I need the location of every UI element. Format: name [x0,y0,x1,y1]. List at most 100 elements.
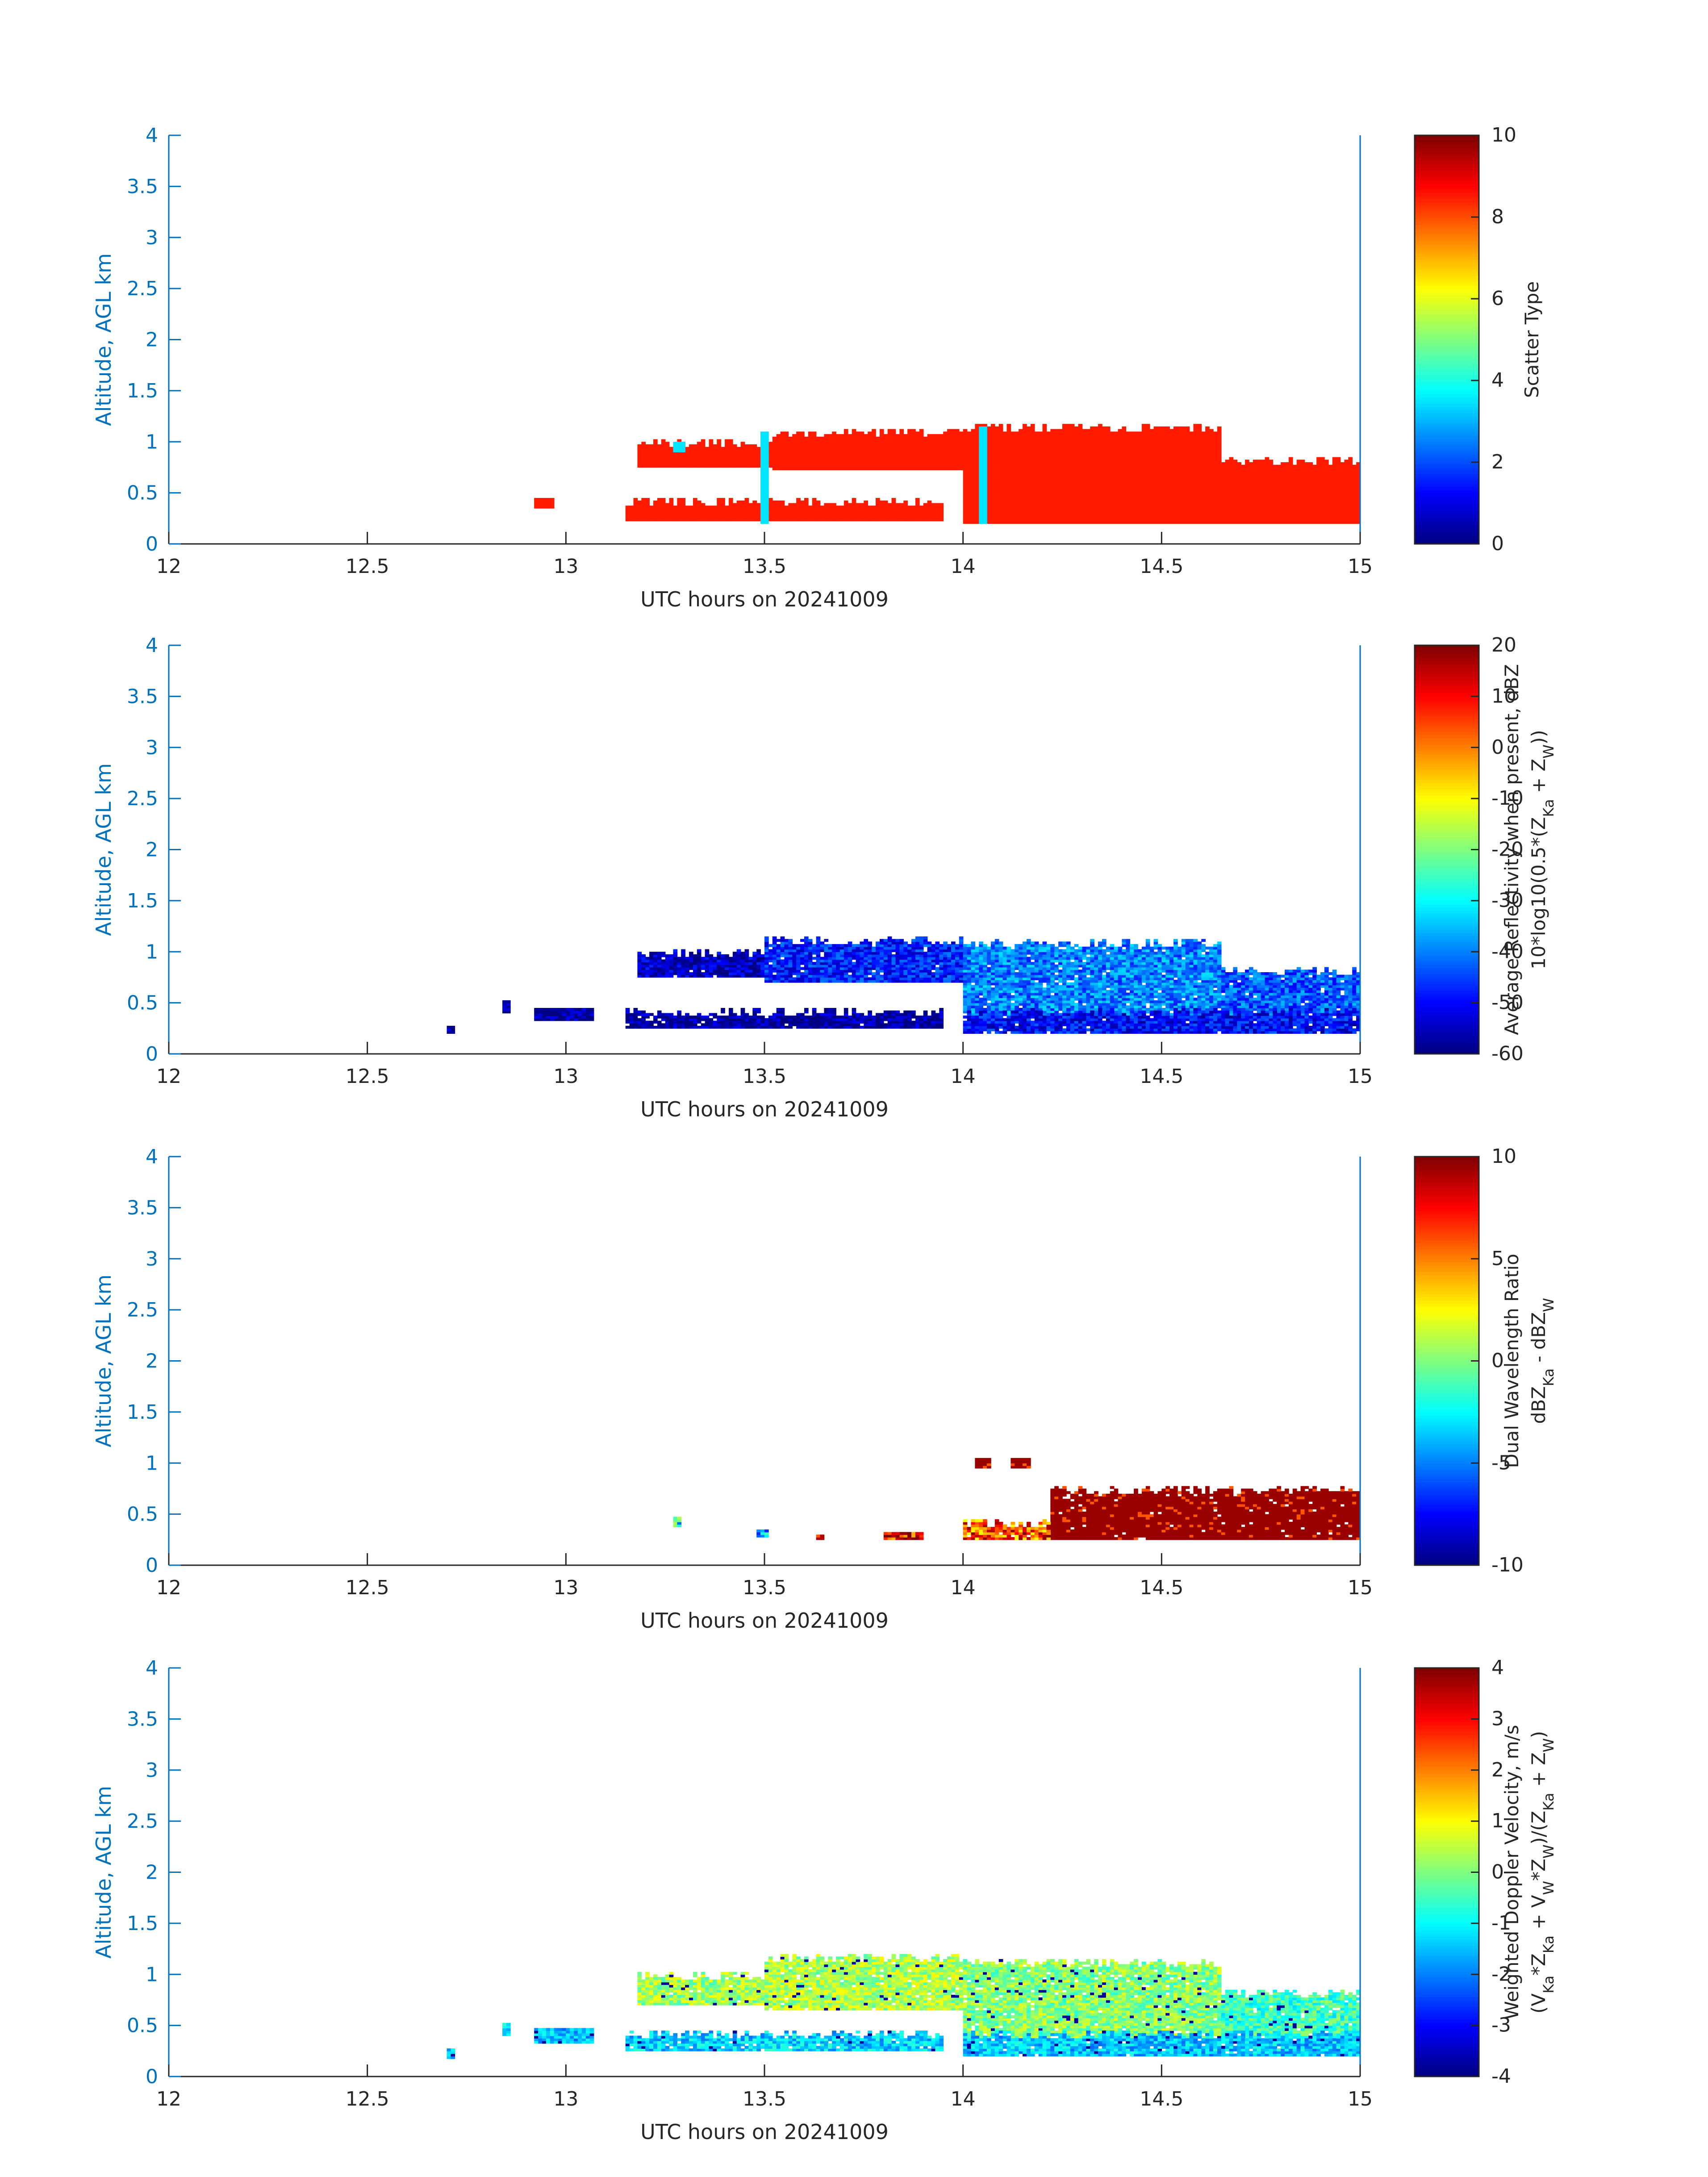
heatmap-cell [653,518,658,522]
heatmap-cell [1015,510,1019,514]
heatmap-cell [717,444,721,447]
heatmap-cell [895,516,900,519]
heatmap-cell [876,510,880,514]
heatmap-cell [1026,521,1031,524]
heatmap-cell [772,513,777,516]
heatmap-cell [1023,518,1027,522]
heatmap-cell [649,452,654,455]
heatmap-cell [860,439,864,443]
heatmap-cell [1340,485,1345,488]
heatmap-cell [1098,452,1102,455]
heatmap-cell [1185,464,1190,468]
heatmap-cell [990,506,995,509]
heatmap-cell [975,449,980,452]
heatmap-cell [975,518,980,522]
heatmap-cell [887,436,892,440]
heatmap-cell [1237,513,1241,516]
heatmap-cell [1189,485,1194,488]
heatmap-cell [1130,462,1134,465]
heatmap-cell [903,434,908,437]
heatmap-cell [824,436,829,440]
heatmap-cell [935,467,940,470]
heatmap-cell [768,452,773,455]
heatmap-cell [883,434,888,437]
heatmap-cell [836,447,840,450]
heatmap-cell [852,518,856,522]
heatmap-cell [1153,490,1158,493]
heatmap-cell [1137,457,1142,460]
heatmap-cell [903,447,908,450]
heatmap-cell [864,449,869,452]
heatmap-cell [1026,439,1031,443]
heatmap-cell [1249,490,1253,493]
heatmap-cell [1046,493,1051,496]
heatmap-cell [1273,477,1278,481]
heatmap-cell [1062,424,1067,427]
heatmap-cell [1205,477,1210,481]
heatmap-cell [637,449,642,452]
heatmap-cell [824,460,829,463]
heatmap-cell [1285,498,1289,501]
heatmap-cell [915,447,920,450]
heatmap-cell [1300,488,1305,491]
heatmap-cell [1118,460,1123,463]
heatmap-cell [800,503,805,506]
heatmap-cell [1082,460,1087,463]
heatmap-cell [931,444,936,447]
heatmap-cell [697,442,702,445]
heatmap-cell [1241,470,1245,473]
heatmap-cell [1019,436,1023,440]
heatmap-cell [1023,513,1027,516]
heatmap-cell [1332,475,1337,478]
heatmap-cell [1157,498,1162,501]
heatmap-cell [673,462,678,465]
heatmap-cell [943,431,948,435]
heatmap-cell [1165,462,1170,465]
heatmap-cell [1153,444,1158,447]
heatmap-cell [1257,475,1261,478]
heatmap-cell [1292,475,1297,478]
heatmap-cell [876,462,880,465]
heatmap-cell [927,506,932,509]
heatmap-cell [832,447,836,450]
heatmap-cell [717,508,721,511]
heatmap-cell [1273,480,1278,483]
heatmap-cell [812,503,817,506]
heatmap-cell [1201,506,1206,509]
heatmap-cell [919,508,924,511]
heatmap-cell [864,460,869,463]
heatmap-cell [990,431,995,435]
heatmap-cell [1177,477,1182,481]
heatmap-cell [963,452,968,455]
heatmap-cell [824,467,829,470]
heatmap-cell [832,513,836,516]
heatmap-cell [820,508,825,511]
heatmap-cell [1161,467,1166,470]
heatmap-cell [1217,500,1222,504]
heatmap-cell [1296,506,1301,509]
heatmap-cell [776,518,781,522]
heatmap-cell [887,452,892,455]
heatmap-cell [832,436,836,440]
heatmap-cell [633,513,638,516]
heatmap-cell [1308,467,1313,470]
heatmap-cell [1098,449,1102,452]
heatmap-cell [998,477,1003,481]
heatmap-cell [1082,436,1087,440]
heatmap-cell [1257,495,1261,498]
heatmap-cell [756,508,761,511]
heatmap-cell [1265,513,1270,516]
heatmap-cell [1165,477,1170,481]
heatmap-cell [1034,516,1039,519]
heatmap-cell [1110,488,1115,491]
heatmap-cell [848,444,852,447]
heatmap-cell [820,460,825,463]
heatmap-cell [1312,495,1317,498]
heatmap-cell [1344,475,1349,478]
heatmap-cell [641,449,646,452]
heatmap-cell [1169,429,1174,432]
heatmap-cell [1197,477,1202,481]
heatmap-cell [736,506,741,509]
heatmap-cell [1300,467,1305,470]
heatmap-cell [1197,472,1202,476]
